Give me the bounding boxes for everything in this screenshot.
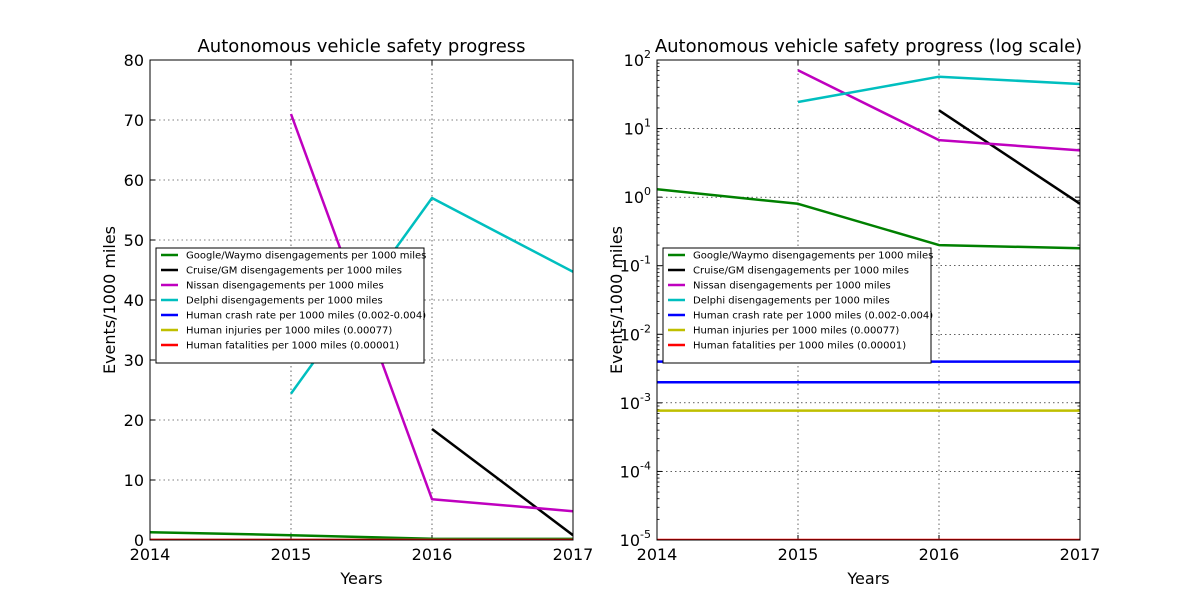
legend-label: Nissan disengagements per 1000 miles <box>693 281 891 292</box>
x-tick-label: 2016 <box>412 545 453 564</box>
series-line-delphi-disengagements-per-1000-miles <box>797 75 1080 104</box>
x-tick-label: 2014 <box>637 545 678 564</box>
series-line-cruise-gm-disengagements-per-1000-miles <box>431 428 573 537</box>
y-tick-label: 100 <box>624 185 651 207</box>
chart-title: Autonomous vehicle safety progress <box>197 36 525 57</box>
legend-label: Nissan disengagements per 1000 miles <box>186 281 384 292</box>
y-tick-label: 10-4 <box>620 459 651 481</box>
y-tick-label: 80 <box>124 51 144 70</box>
chart-title: Autonomous vehicle safety progress (log … <box>655 36 1082 57</box>
legend-label: Human injuries per 1000 miles (0.00077) <box>186 326 392 337</box>
x-tick-label: 2015 <box>271 545 312 564</box>
x-tick-label: 2015 <box>778 545 819 564</box>
y-tick-label: 60 <box>124 171 144 190</box>
x-tick-label: 2017 <box>1060 545 1101 564</box>
legend-label: Delphi disengagements per 1000 miles <box>186 296 383 307</box>
log-chart: 2014 2015 2016 2017 10-5 10-4 10-3 10-2 10-1 100 1… <box>607 36 1100 588</box>
y-tick-label: 40 <box>124 291 144 310</box>
legend: Google/Waymo disengagements per 1000 mil… <box>662 247 933 364</box>
legend-label: Cruise/GM disengagements per 1000 miles <box>693 266 909 277</box>
legend: Google/Waymo disengagements per 1000 mil… <box>155 247 426 364</box>
series-group <box>657 69 1080 540</box>
series-line-cruise-gm-disengagements-per-1000-miles <box>938 109 1080 205</box>
legend-box <box>662 247 932 364</box>
x-axis-label: Years <box>339 569 382 588</box>
y-tick-label: 10 <box>124 471 144 490</box>
legend-label: Cruise/GM disengagements per 1000 miles <box>186 266 402 277</box>
legend-label: Google/Waymo disengagements per 1000 mil… <box>186 251 426 262</box>
y-tick-label: 0 <box>134 531 144 550</box>
linear-chart: 2014 2015 2016 2017 0 10 20 30 40 50 60 70 80 Autonom… <box>100 36 593 588</box>
legend-label: Delphi disengagements per 1000 miles <box>693 296 890 307</box>
y-tick-label: 10-2 <box>620 322 651 344</box>
legend-label: Human crash rate per 1000 miles (0.002-0… <box>186 311 426 322</box>
axes-frame <box>656 59 1081 541</box>
y-axis-label: Events/1000 miles <box>100 226 119 374</box>
x-axis-label: Years <box>846 569 889 588</box>
y-axis-label: Events/1000 miles <box>607 226 626 374</box>
y-tick-label: 10-5 <box>620 528 651 550</box>
y-tick-label: 102 <box>624 48 651 70</box>
x-tick-label: 2014 <box>130 545 171 564</box>
axes-frame <box>149 59 574 541</box>
y-tick-label: 70 <box>124 111 144 130</box>
legend-label: Human fatalities per 1000 miles (0.00001… <box>693 341 906 352</box>
legend-label: Human crash rate per 1000 miles (0.002-0… <box>693 311 933 322</box>
y-tick-label: 10-3 <box>620 391 651 413</box>
y-tick-label: 20 <box>124 411 144 430</box>
legend-label: Human fatalities per 1000 miles (0.00001… <box>186 341 399 352</box>
legend-label: Google/Waymo disengagements per 1000 mil… <box>693 251 933 262</box>
y-tick-label: 50 <box>124 231 144 250</box>
y-tick-label: 30 <box>124 351 144 370</box>
x-tick-label: 2016 <box>919 545 960 564</box>
series-line-google-waymo-disengagements-per-1000-miles <box>657 188 1080 250</box>
legend-box <box>155 247 425 364</box>
y-tick-label: 10-1 <box>620 254 651 276</box>
x-tick-label: 2017 <box>553 545 594 564</box>
series-line-nissan-disengagements-per-1000-miles <box>289 113 573 513</box>
legend-label: Human injuries per 1000 miles (0.00077) <box>693 326 899 337</box>
y-tick-label: 101 <box>624 117 651 139</box>
